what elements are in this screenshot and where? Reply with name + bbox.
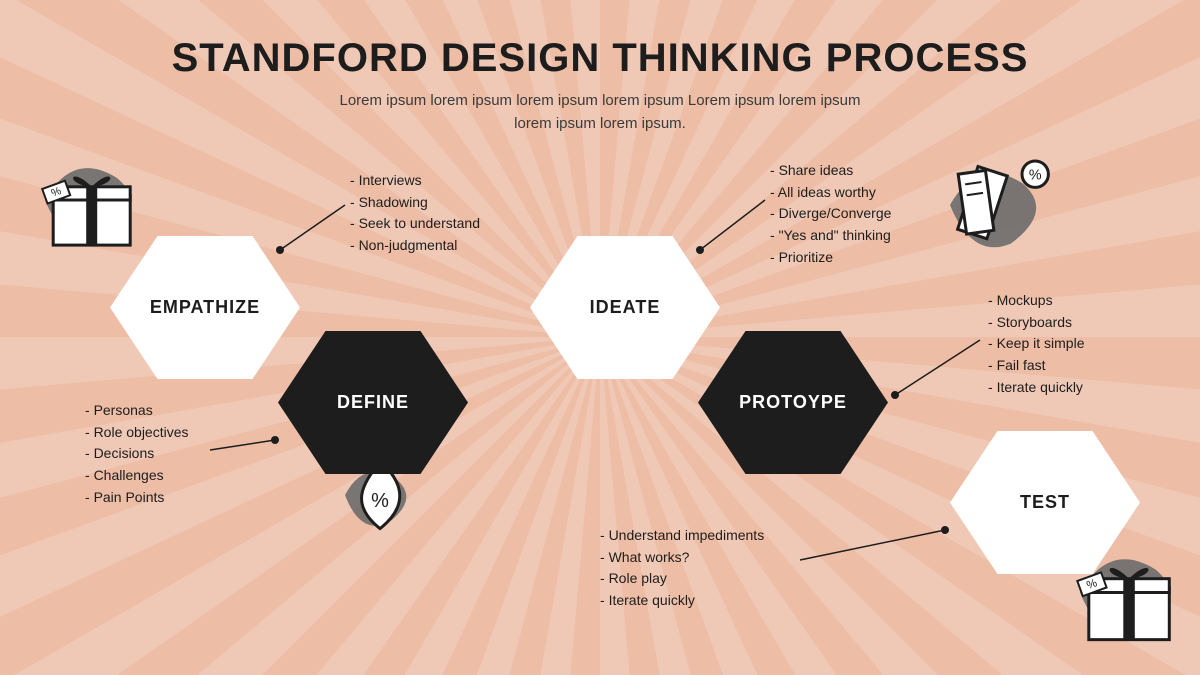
- bullet-item: "Yes and" thinking: [770, 225, 891, 247]
- bullet-item: Storyboards: [988, 312, 1085, 334]
- bullet-item: What works?: [600, 547, 764, 569]
- bullet-item: Understand impediments: [600, 525, 764, 547]
- bullet-item: Non-judgmental: [350, 235, 480, 257]
- bullet-item: Seek to understand: [350, 213, 480, 235]
- page-subtitle: Lorem ipsum lorem ipsum lorem ipsum lore…: [0, 90, 1200, 135]
- bullet-item: Iterate quickly: [600, 590, 764, 612]
- bullet-item: Mockups: [988, 290, 1085, 312]
- bullet-item: Keep it simple: [988, 333, 1085, 355]
- page-title: STANDFORD DESIGN THINKING PROCESS: [0, 36, 1200, 81]
- bullet-item: Decisions: [85, 443, 189, 465]
- bullet-item: All ideas worthy: [770, 182, 891, 204]
- bullet-item: Prioritize: [770, 247, 891, 269]
- connector-c-test: [800, 526, 949, 560]
- bullet-item: Pain Points: [85, 487, 189, 509]
- bullet-item: Personas: [85, 400, 189, 422]
- bullet-item: Role objectives: [85, 422, 189, 444]
- connector-c-ideate: [696, 200, 765, 254]
- bullets-ideate: Share ideasAll ideas worthyDiverge/Conve…: [770, 160, 891, 268]
- bullet-item: Diverge/Converge: [770, 203, 891, 225]
- infographic-canvas: STANDFORD DESIGN THINKING PROCESS Lorem …: [0, 0, 1200, 675]
- bullet-item: Shadowing: [350, 192, 480, 214]
- bullet-item: Iterate quickly: [988, 377, 1085, 399]
- connector-c-prototype: [891, 340, 980, 399]
- bullet-item: Role play: [600, 568, 764, 590]
- bullets-test: Understand impedimentsWhat works?Role pl…: [600, 525, 764, 612]
- subtitle-line2: lorem ipsum lorem ipsum.: [514, 115, 686, 132]
- bullets-empathize: InterviewsShadowingSeek to understandNon…: [350, 170, 480, 257]
- bullet-item: Fail fast: [988, 355, 1085, 377]
- subtitle-line1: Lorem ipsum lorem ipsum lorem ipsum lore…: [340, 92, 861, 109]
- bullets-prototype: MockupsStoryboardsKeep it simpleFail fas…: [988, 290, 1085, 398]
- bullet-item: Challenges: [85, 465, 189, 487]
- bullet-item: Share ideas: [770, 160, 891, 182]
- connector-c-empathize: [276, 205, 345, 254]
- connector-c-define: [210, 436, 279, 450]
- bullet-item: Interviews: [350, 170, 480, 192]
- bullets-define: PersonasRole objectivesDecisionsChalleng…: [85, 400, 189, 508]
